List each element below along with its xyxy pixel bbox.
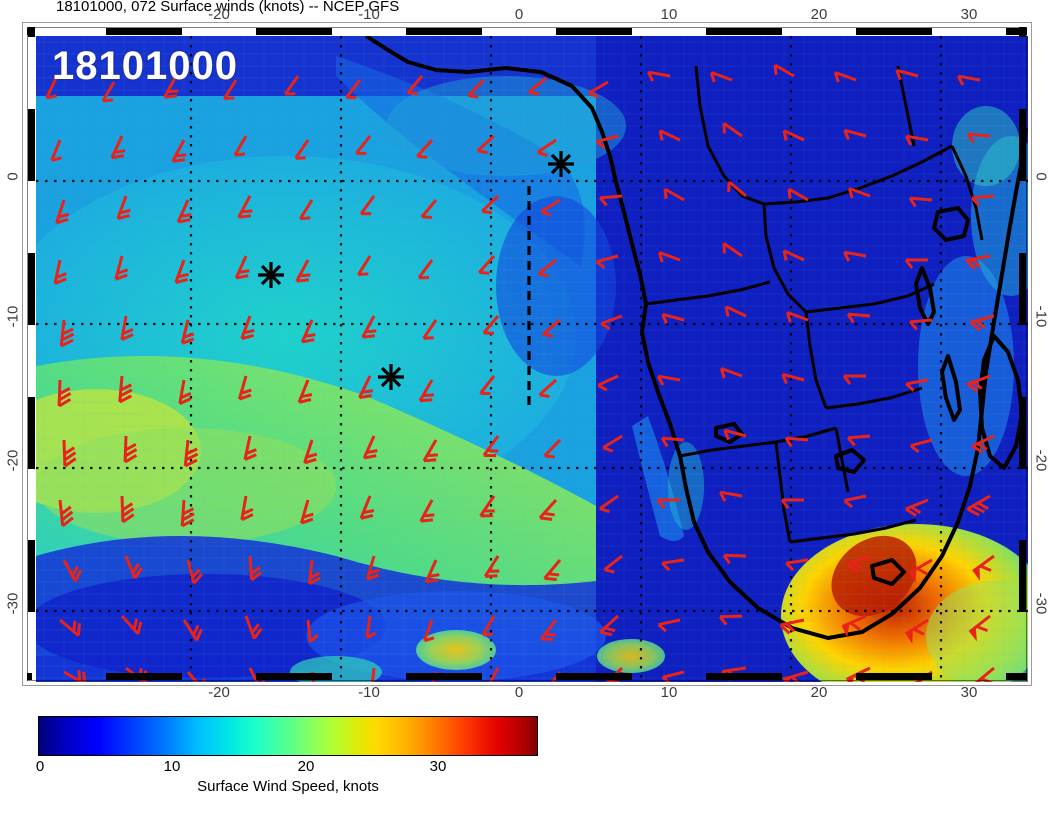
bottom-tick-2: 0 [514, 684, 524, 701]
top-tick-0: -20 [208, 6, 230, 23]
right-tick-0: 0 [1032, 172, 1050, 181]
colorbar [38, 716, 538, 756]
top-tick-3: 10 [660, 6, 678, 23]
right-tick-2: -20 [1032, 449, 1050, 472]
top-tick-2: 0 [514, 6, 524, 23]
map-border-ticks [27, 27, 1027, 681]
left-tick-3: -30 [4, 592, 22, 615]
bottom-tick-5: 30 [960, 684, 978, 701]
top-tick-1: -10 [358, 6, 380, 23]
colorbar-tick-0: 0 [35, 758, 45, 775]
right-tick-3: -30 [1032, 592, 1050, 615]
left-tick-2: -20 [4, 449, 22, 472]
bottom-tick-3: 10 [660, 684, 678, 701]
left-tick-1: -10 [4, 305, 22, 328]
map-gridlines [36, 36, 1028, 682]
bottom-tick-1: -10 [358, 684, 380, 701]
bottom-tick-4: 20 [810, 684, 828, 701]
colorbar-gradient [38, 716, 538, 756]
map-graphic [36, 36, 1028, 682]
country-borders [645, 65, 984, 544]
colorbar-label: Surface Wind Speed, knots [197, 778, 379, 795]
figure-outer-frame [22, 22, 1032, 686]
right-tick-1: -10 [1032, 305, 1050, 328]
page-title: 18101000, 072 Surface winds (knots) -- N… [56, 0, 400, 15]
map-figure: 18101000 [5, 6, 1050, 701]
left-tick-0: 0 [4, 172, 22, 181]
colorbar-tick-1: 10 [163, 758, 181, 775]
bottom-tick-0: -20 [208, 684, 230, 701]
top-tick-4: 20 [810, 6, 828, 23]
map-checkered-border: 18101000 [27, 27, 1028, 682]
colorbar-tick-3: 30 [429, 758, 447, 775]
top-tick-5: 30 [960, 6, 978, 23]
colorbar-tick-2: 20 [297, 758, 315, 775]
